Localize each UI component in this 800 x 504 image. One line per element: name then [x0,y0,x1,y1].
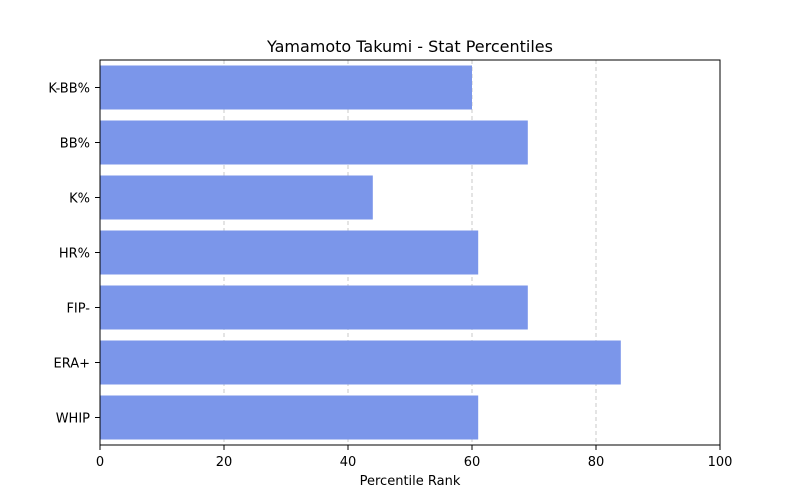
bar [100,340,621,385]
x-axis-ticks: 0 20 40 60 80 100 [96,445,733,470]
x-tick-label: 0 [96,455,104,470]
x-tick-label: 80 [588,455,605,470]
y-tick-label: HR% [59,247,90,262]
bar [100,175,373,220]
x-tick-label: 60 [464,455,481,470]
y-tick-label: K-BB% [48,82,90,97]
chart-title: Yamamoto Takumi - Stat Percentiles [266,37,553,56]
y-axis-ticks: K-BB% BB% K% HR% FIP- ERA+ WHIP [48,82,100,427]
bar [100,395,479,440]
bar [100,230,479,275]
bar [100,285,528,330]
x-tick-label: 40 [340,455,357,470]
bars [100,65,621,440]
bar [100,120,528,165]
y-tick-label: ERA+ [53,357,90,372]
y-tick-label: FIP- [66,302,90,317]
bar [100,65,472,110]
x-tick-label: 20 [216,455,233,470]
y-tick-label: WHIP [56,412,90,427]
y-tick-label: K% [69,192,90,207]
x-axis-label: Percentile Rank [360,474,461,489]
x-tick-label: 100 [708,455,733,470]
y-tick-label: BB% [60,137,90,152]
